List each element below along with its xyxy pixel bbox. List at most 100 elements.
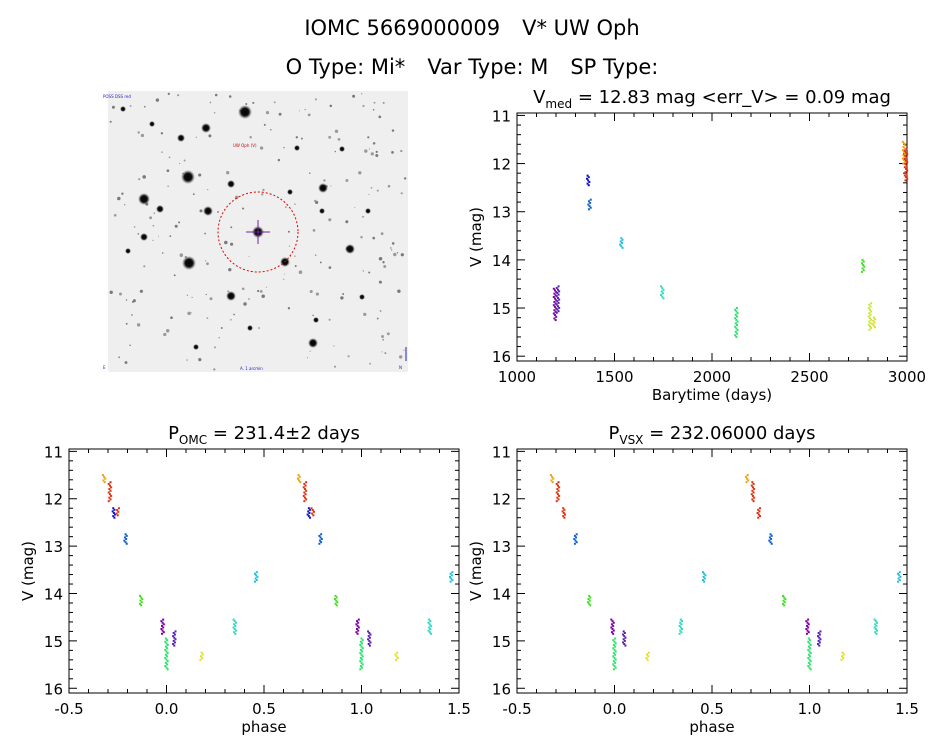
data-point: [784, 598, 787, 601]
data-point: [734, 313, 737, 316]
data-point: [808, 642, 811, 645]
data-point: [736, 329, 739, 332]
data-point: [861, 258, 864, 261]
data-point: [308, 511, 311, 514]
data-point: [756, 511, 759, 514]
data-point: [809, 644, 812, 646]
data-point: [556, 496, 559, 499]
faint-star: [315, 292, 319, 296]
data-point: [758, 510, 761, 513]
faint-star: [380, 232, 384, 236]
bright-star: [365, 208, 371, 214]
data-point: [450, 577, 453, 580]
faint-star: [161, 252, 164, 254]
data-point: [303, 488, 306, 491]
data-point: [123, 536, 126, 539]
faint-star: [328, 318, 331, 321]
data-point: [903, 147, 906, 150]
data-group: [561, 507, 566, 519]
faint-star: [214, 93, 218, 97]
data-point: [647, 651, 650, 654]
data-point: [165, 650, 168, 653]
data-point: [558, 486, 561, 489]
x-tick-label: 0.5: [700, 700, 724, 718]
data-point: [818, 644, 821, 647]
data-group: [871, 316, 877, 329]
faint-star: [262, 188, 265, 192]
faint-star: [241, 287, 245, 291]
data-point: [905, 172, 908, 175]
data-point: [809, 655, 812, 658]
faint-star: [118, 356, 120, 359]
data-group: [449, 571, 454, 583]
data-point: [125, 534, 128, 537]
image-caption-bottom-left: E: [103, 365, 106, 370]
faint-star: [368, 271, 371, 274]
data-point: [164, 653, 167, 656]
y-tick-label: 12: [492, 491, 511, 509]
data-point: [306, 513, 309, 516]
data-point: [125, 542, 128, 545]
faint-star: [358, 171, 362, 175]
data-point: [817, 631, 820, 634]
data-point: [573, 534, 576, 537]
faint-star: [136, 323, 141, 327]
data-group: [645, 651, 650, 661]
data-point: [551, 475, 554, 478]
data-point: [450, 574, 453, 577]
data-group: [394, 651, 399, 661]
data-point: [645, 657, 648, 660]
data-point: [166, 644, 169, 646]
data-point: [809, 660, 812, 663]
faint-star: [381, 335, 384, 338]
x-tick-label: 0.5: [252, 700, 276, 718]
data-group: [164, 637, 169, 671]
faint-star: [192, 193, 195, 196]
data-group: [744, 474, 750, 484]
data-point: [770, 542, 773, 545]
data-point: [906, 177, 909, 180]
data-point: [612, 621, 615, 624]
data-point: [334, 602, 337, 605]
y-tick-label: 15: [44, 633, 63, 651]
data-point: [302, 486, 305, 489]
data-point: [585, 177, 588, 180]
data-point: [903, 166, 906, 169]
data-point: [558, 494, 561, 497]
faint-star: [334, 129, 339, 133]
data-point: [359, 665, 362, 668]
data-point: [335, 604, 338, 607]
data-point: [614, 661, 617, 664]
data-point: [903, 174, 906, 177]
data-point: [360, 637, 363, 640]
data-point: [753, 488, 756, 491]
y-tick-label: 13: [492, 204, 511, 222]
data-point: [164, 648, 167, 651]
data-point: [808, 650, 811, 653]
chart-title: Vmed = 12.83 mag <err_V> = 0.09 mag: [533, 87, 891, 111]
data-point: [550, 479, 553, 482]
data-point: [904, 154, 907, 157]
data-point: [360, 645, 363, 648]
data-point: [783, 601, 786, 604]
faint-star: [139, 289, 143, 293]
data-point: [873, 321, 876, 324]
data-point: [557, 310, 560, 313]
data-point: [898, 579, 901, 582]
faint-star: [298, 110, 300, 112]
data-point: [817, 639, 820, 642]
data-point: [869, 313, 872, 316]
data-point: [573, 538, 576, 541]
data-point: [553, 292, 556, 295]
faint-star: [372, 236, 376, 240]
faint-star: [295, 136, 298, 139]
faint-star: [179, 253, 184, 257]
data-point: [781, 594, 784, 597]
data-point: [451, 579, 454, 582]
data-point: [681, 620, 683, 623]
data-point: [860, 270, 863, 273]
data-point: [873, 626, 876, 629]
bright-star: [359, 294, 365, 300]
data-point: [612, 660, 615, 663]
data-point: [552, 312, 555, 315]
